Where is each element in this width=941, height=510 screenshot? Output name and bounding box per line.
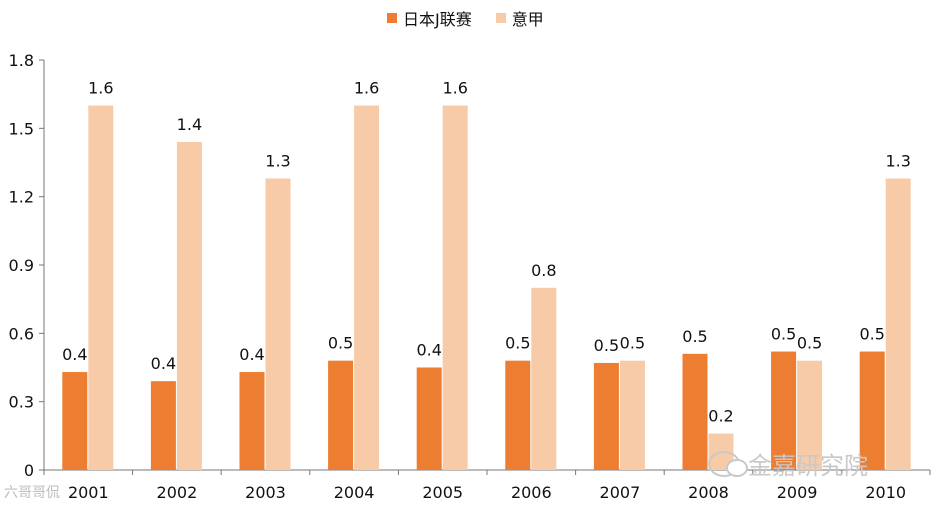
bar-japan xyxy=(239,372,265,470)
data-label-italy: 0.5 xyxy=(620,334,645,353)
legend-item-italy: 意甲 xyxy=(495,6,544,30)
bar-japan xyxy=(416,367,442,470)
bar-italy xyxy=(442,105,468,471)
bar-italy xyxy=(531,287,557,470)
x-tick-label: 2003 xyxy=(245,483,286,502)
y-tick-label: 1.8 xyxy=(9,51,34,70)
data-label-japan: 0.5 xyxy=(859,325,884,344)
y-tick-label: 0 xyxy=(24,461,34,480)
data-label-italy: 1.3 xyxy=(885,151,910,170)
y-tick-label: 1.2 xyxy=(9,188,34,207)
x-tick-label: 2010 xyxy=(865,483,906,502)
bar-italy xyxy=(88,105,114,471)
data-label-japan: 0.5 xyxy=(594,336,619,355)
x-tick-label: 2005 xyxy=(422,483,463,502)
bar-japan xyxy=(682,353,708,470)
data-label-italy: 1.6 xyxy=(442,79,467,98)
x-tick-label: 2006 xyxy=(511,483,552,502)
y-tick-label: 0.3 xyxy=(9,393,34,412)
data-label-italy: 1.6 xyxy=(88,79,113,98)
data-label-italy: 0.5 xyxy=(797,334,822,353)
bar-japan xyxy=(505,360,531,470)
x-tick-label: 2007 xyxy=(600,483,641,502)
data-label-italy: 0.2 xyxy=(708,407,733,426)
data-label-japan: 0.4 xyxy=(62,345,87,364)
legend-swatch-japan xyxy=(387,13,397,23)
bar-japan xyxy=(150,381,176,470)
data-label-italy: 1.4 xyxy=(177,115,202,134)
legend-label-japan: 日本J联赛 xyxy=(403,10,472,29)
data-label-japan: 0.4 xyxy=(416,341,441,360)
bar-italy xyxy=(885,178,911,470)
bar-japan xyxy=(859,351,885,470)
bar-japan xyxy=(62,372,88,470)
data-label-japan: 0.5 xyxy=(771,325,796,344)
data-label-japan: 0.5 xyxy=(505,334,530,353)
watermark-left-text: 六哥哥侃 xyxy=(4,485,60,501)
y-tick-label: 0.6 xyxy=(9,324,34,343)
watermark-left: 六哥哥侃 xyxy=(4,482,60,502)
bar-japan xyxy=(771,351,797,470)
wechat-icon xyxy=(708,450,748,477)
bar-italy xyxy=(797,360,823,470)
data-label-italy: 0.8 xyxy=(531,261,556,280)
bar-italy xyxy=(265,178,291,470)
x-tick-label: 2009 xyxy=(777,483,818,502)
x-tick-label: 2001 xyxy=(68,483,109,502)
legend-label-italy: 意甲 xyxy=(511,10,544,29)
bar-italy xyxy=(354,105,380,471)
data-label-japan: 0.5 xyxy=(328,334,353,353)
x-tick-label: 2008 xyxy=(688,483,729,502)
legend-item-japan: 日本J联赛 xyxy=(387,6,472,30)
x-tick-label: 2002 xyxy=(157,483,198,502)
watermark-right: 金嘉研究院 xyxy=(708,446,868,481)
legend-swatch-italy xyxy=(495,13,506,23)
bar-japan xyxy=(328,360,354,470)
data-label-japan: 0.5 xyxy=(682,327,707,346)
watermark-right-text: 金嘉研究院 xyxy=(748,452,868,480)
data-label-italy: 1.3 xyxy=(265,151,290,170)
bar-italy xyxy=(619,360,645,470)
data-label-italy: 1.6 xyxy=(354,79,379,98)
x-tick-label: 2004 xyxy=(334,483,375,502)
y-tick-label: 0.9 xyxy=(9,256,34,275)
data-label-japan: 0.4 xyxy=(239,345,264,364)
legend: 日本J联赛 意甲 xyxy=(387,6,568,30)
bar-italy xyxy=(176,142,202,470)
y-tick-label: 1.5 xyxy=(9,119,34,138)
bar-japan xyxy=(593,362,619,470)
data-label-japan: 0.4 xyxy=(151,354,176,373)
